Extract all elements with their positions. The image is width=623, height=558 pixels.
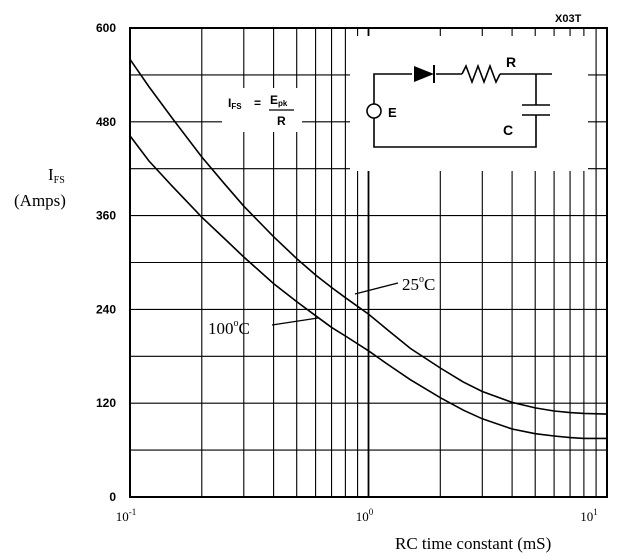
series-label-100c-text: 100: [208, 319, 234, 338]
x-axis-label: RC time constant (mS): [395, 534, 551, 553]
y-axis-unit: (Amps): [14, 191, 66, 210]
y-tick-label: 600: [96, 21, 116, 35]
resistor-symbol: [461, 63, 501, 85]
series-label-100c-leader: [271, 317, 319, 326]
formula: IFS = Epk R: [222, 88, 302, 132]
y-tick-label: 120: [96, 396, 116, 410]
axes: [129, 27, 608, 498]
y-tick-label: 360: [96, 209, 116, 223]
formula-denominator: R: [277, 114, 286, 128]
svg-text:25oC: 25oC: [402, 274, 435, 294]
series-label-25c: 25oC: [354, 274, 435, 295]
y-tick-label: 240: [96, 302, 116, 316]
y-tick-label: 480: [96, 115, 116, 129]
circuit-inset: E R C: [350, 36, 588, 171]
source-symbol: [366, 103, 382, 119]
x-tick-label: 100: [356, 507, 374, 524]
series-line-25c: [129, 58, 608, 415]
series-label-25c-unit: C: [424, 275, 435, 294]
series-label-25c-text: 25: [402, 275, 419, 294]
x-tick-labels: 10-1 100 101: [116, 507, 598, 524]
capacitor-label: C: [503, 122, 513, 138]
circuit-wire-bottom: [373, 118, 537, 148]
series-label-100c-unit: C: [239, 319, 250, 338]
circuit-background: [350, 36, 588, 171]
formula-lhs: IFS: [228, 96, 242, 111]
plot-frame: [129, 27, 608, 498]
circuit-wire-left-top: [373, 73, 412, 104]
diode-symbol: [414, 66, 434, 82]
y-tick-label: 0: [109, 490, 116, 504]
series-line-100c: [129, 135, 607, 440]
formula-equals: =: [254, 96, 261, 110]
formula-numerator: Epk: [270, 93, 288, 108]
x-tick-label: 10-1: [116, 507, 137, 524]
y-axis-label: IFS: [48, 165, 65, 186]
source-label: E: [388, 105, 397, 120]
x-tick-label: 101: [580, 507, 598, 524]
y-tick-labels: 600 480 360 240 120 0: [96, 21, 116, 504]
corner-code: X03T: [555, 13, 582, 25]
series-label-100c: 100oC: [208, 317, 319, 338]
series-lines: [129, 58, 608, 440]
resistor-label: R: [506, 54, 516, 70]
svg-text:100oC: 100oC: [208, 318, 250, 338]
series-label-25c-leader: [354, 282, 399, 295]
